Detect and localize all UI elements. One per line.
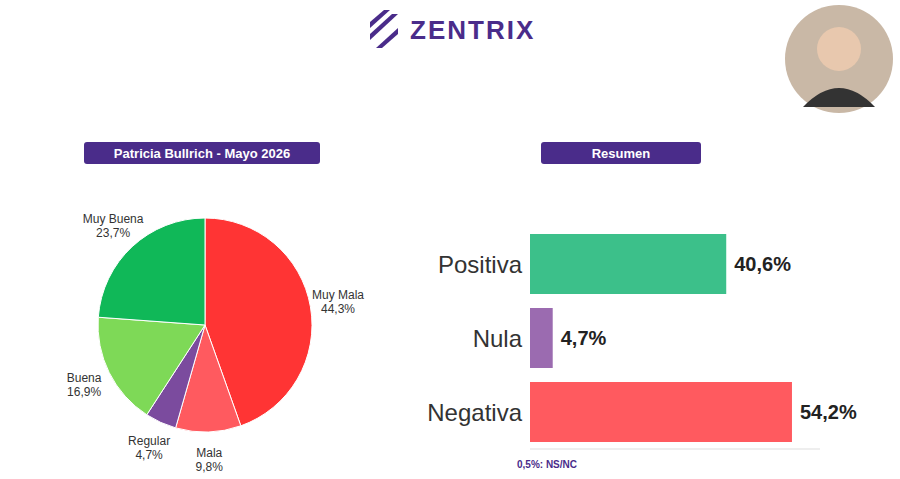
html-text:0,5%: NS/NC: 0,5%: NS/NC — [517, 459, 577, 470]
html-text:Resumen: Resumen — [591, 145, 651, 161]
svg-text:Regular4,7%: Regular4,7% — [128, 434, 170, 462]
svg-text:40,6%: 40,6% — [734, 253, 791, 275]
svg-text:Mala9,8%: Mala9,8% — [196, 446, 224, 474]
svg-text:Buena16,9%: Buena16,9% — [67, 371, 102, 399]
svg-text:Nula: Nula — [473, 325, 523, 352]
svg-text:54,2%: 54,2% — [800, 401, 857, 423]
svg-text:Muy Mala44,3%: Muy Mala44,3% — [312, 288, 364, 316]
html-text:Patricia Bullrich - Mayo 2026: Patricia Bullrich - Mayo 2026 — [113, 145, 291, 161]
svg-text:Muy Buena23,7%: Muy Buena23,7% — [83, 212, 144, 240]
html-text:ZENTRIX: ZENTRIX — [410, 14, 536, 45]
svg-text:Positiva: Positiva — [438, 251, 523, 278]
svg-text:4,7%: 4,7% — [561, 327, 607, 349]
svg-text:Negativa: Negativa — [427, 399, 522, 426]
